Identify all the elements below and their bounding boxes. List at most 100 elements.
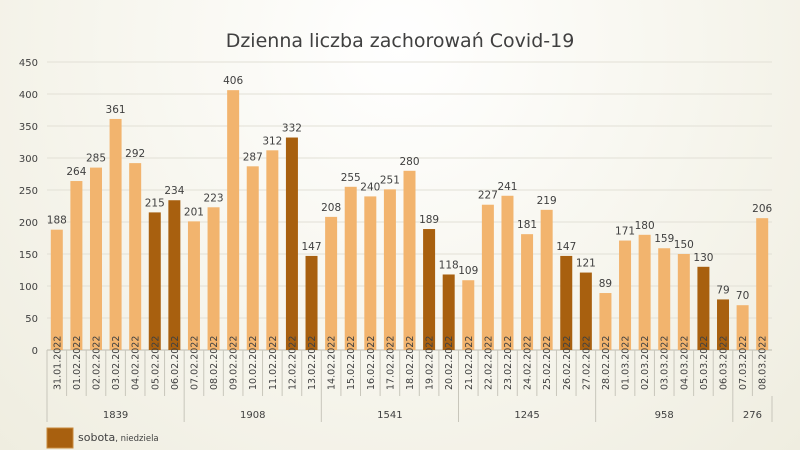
x-tick-label: 05.02.2022 (150, 336, 161, 390)
x-tick-label: 07.03.2022 (738, 336, 749, 390)
bar-27.02.2022 (579, 272, 592, 350)
data-label: 70 (736, 290, 749, 302)
data-label: 285 (86, 153, 106, 165)
y-tick-label: 250 (19, 186, 38, 197)
y-tick-label: 50 (25, 314, 38, 325)
x-tick-label: 17.02.2022 (385, 336, 396, 390)
data-label: 121 (576, 258, 596, 270)
bar-12.02.2022 (285, 137, 298, 350)
y-tick-label: 400 (19, 90, 38, 101)
bar-03.03.2022 (658, 248, 671, 350)
data-label: 159 (654, 233, 674, 245)
x-tick-label: 01.02.2022 (72, 336, 83, 390)
x-tick-label: 24.02.2022 (523, 336, 534, 390)
x-tick-label: 28.02.2022 (601, 336, 612, 390)
data-label: 201 (184, 206, 204, 218)
y-tick-label: 100 (19, 282, 38, 293)
y-tick-label: 300 (19, 154, 38, 165)
data-label: 180 (635, 220, 655, 232)
bar-08.03.2022 (756, 218, 769, 350)
group-total-label: 1908 (240, 410, 265, 421)
y-tick-label: 200 (19, 218, 38, 229)
x-tick-label: 16.02.2022 (366, 336, 377, 390)
x-tick-label: 07.02.2022 (189, 336, 200, 390)
data-label: 208 (321, 202, 341, 214)
data-label: 361 (106, 104, 126, 116)
data-label: 171 (615, 226, 635, 238)
data-label: 264 (66, 166, 86, 178)
x-tick-label: 05.03.2022 (699, 336, 710, 390)
x-tick-label: 25.02.2022 (542, 336, 553, 390)
data-label: 227 (478, 190, 498, 202)
data-label: 234 (164, 185, 184, 197)
bar-07.02.2022 (187, 221, 200, 350)
data-label: 79 (716, 284, 729, 296)
data-label: 287 (243, 151, 263, 163)
bar-06.02.2022 (168, 200, 181, 350)
bar-04.02.2022 (129, 163, 142, 350)
x-tick-label: 14.02.2022 (327, 336, 338, 390)
x-tick-label: 06.02.2022 (170, 336, 181, 390)
x-tick-label: 08.03.2022 (758, 336, 769, 390)
data-label: 332 (282, 123, 302, 135)
x-tick-label: 01.03.2022 (621, 336, 632, 390)
bar-18.02.2022 (403, 170, 416, 350)
data-label: 147 (556, 241, 576, 253)
group-total-label: 1839 (103, 410, 128, 421)
bar-26.02.2022 (560, 255, 573, 350)
x-tick-label: 23.02.2022 (503, 336, 514, 390)
bar-23.02.2022 (501, 195, 514, 350)
data-label: 406 (223, 75, 243, 87)
bar-01.03.2022 (619, 240, 632, 350)
x-tick-label: 22.02.2022 (483, 336, 494, 390)
bar-09.02.2022 (227, 90, 240, 350)
y-tick-label: 0 (32, 346, 38, 357)
group-total-label: 1541 (377, 410, 402, 421)
x-tick-label: 18.02.2022 (405, 336, 416, 390)
bar-19.02.2022 (423, 229, 436, 350)
x-tick-label: 26.02.2022 (562, 336, 573, 390)
data-label: 251 (380, 174, 400, 186)
bar-16.02.2022 (364, 196, 377, 350)
bar-10.02.2022 (246, 166, 259, 350)
bar-22.02.2022 (481, 204, 494, 350)
y-tick-label: 450 (19, 58, 38, 69)
bar-14.02.2022 (325, 216, 338, 350)
chart-title: Dzienna liczba zachorowań Covid-19 (226, 30, 575, 52)
bar-02.02.2022 (89, 167, 102, 350)
x-tick-label: 08.02.2022 (209, 336, 220, 390)
bar-24.02.2022 (521, 234, 534, 350)
legend-label-main: sobota (78, 431, 115, 444)
y-tick-label: 150 (19, 250, 38, 261)
x-tick-label: 19.02.2022 (425, 336, 436, 390)
bar-07.03.2022 (736, 305, 749, 350)
bar-02.03.2022 (638, 234, 651, 350)
data-label: 223 (204, 192, 224, 204)
bar-20.02.2022 (442, 274, 455, 350)
data-label: 89 (599, 278, 612, 290)
x-tick-label: 09.02.2022 (229, 336, 240, 390)
x-tick-label: 11.02.2022 (268, 336, 279, 390)
group-total-label: 276 (743, 410, 762, 421)
data-label: 181 (517, 219, 537, 231)
data-label: 147 (302, 241, 322, 253)
data-label: 150 (674, 239, 694, 251)
bar-05.03.2022 (697, 266, 710, 350)
x-tick-label: 06.03.2022 (719, 336, 730, 390)
bar-28.02.2022 (599, 293, 612, 350)
bar-01.02.2022 (70, 181, 83, 350)
group-total-label: 958 (655, 410, 674, 421)
x-tick-label: 12.02.2022 (287, 336, 298, 390)
legend-swatch-weekend (46, 427, 74, 449)
bar-21.02.2022 (462, 280, 475, 350)
data-label: 188 (47, 215, 67, 227)
x-tick-label: 04.03.2022 (679, 336, 690, 390)
group-total-label: 1245 (514, 410, 539, 421)
bar-05.02.2022 (148, 212, 161, 350)
data-label: 219 (537, 195, 557, 207)
x-tick-label: 02.03.2022 (640, 336, 651, 390)
bar-15.02.2022 (344, 186, 357, 350)
x-tick-label: 03.02.2022 (111, 336, 122, 390)
x-tick-label: 10.02.2022 (248, 336, 259, 390)
bar-31.01.2022 (50, 229, 63, 350)
